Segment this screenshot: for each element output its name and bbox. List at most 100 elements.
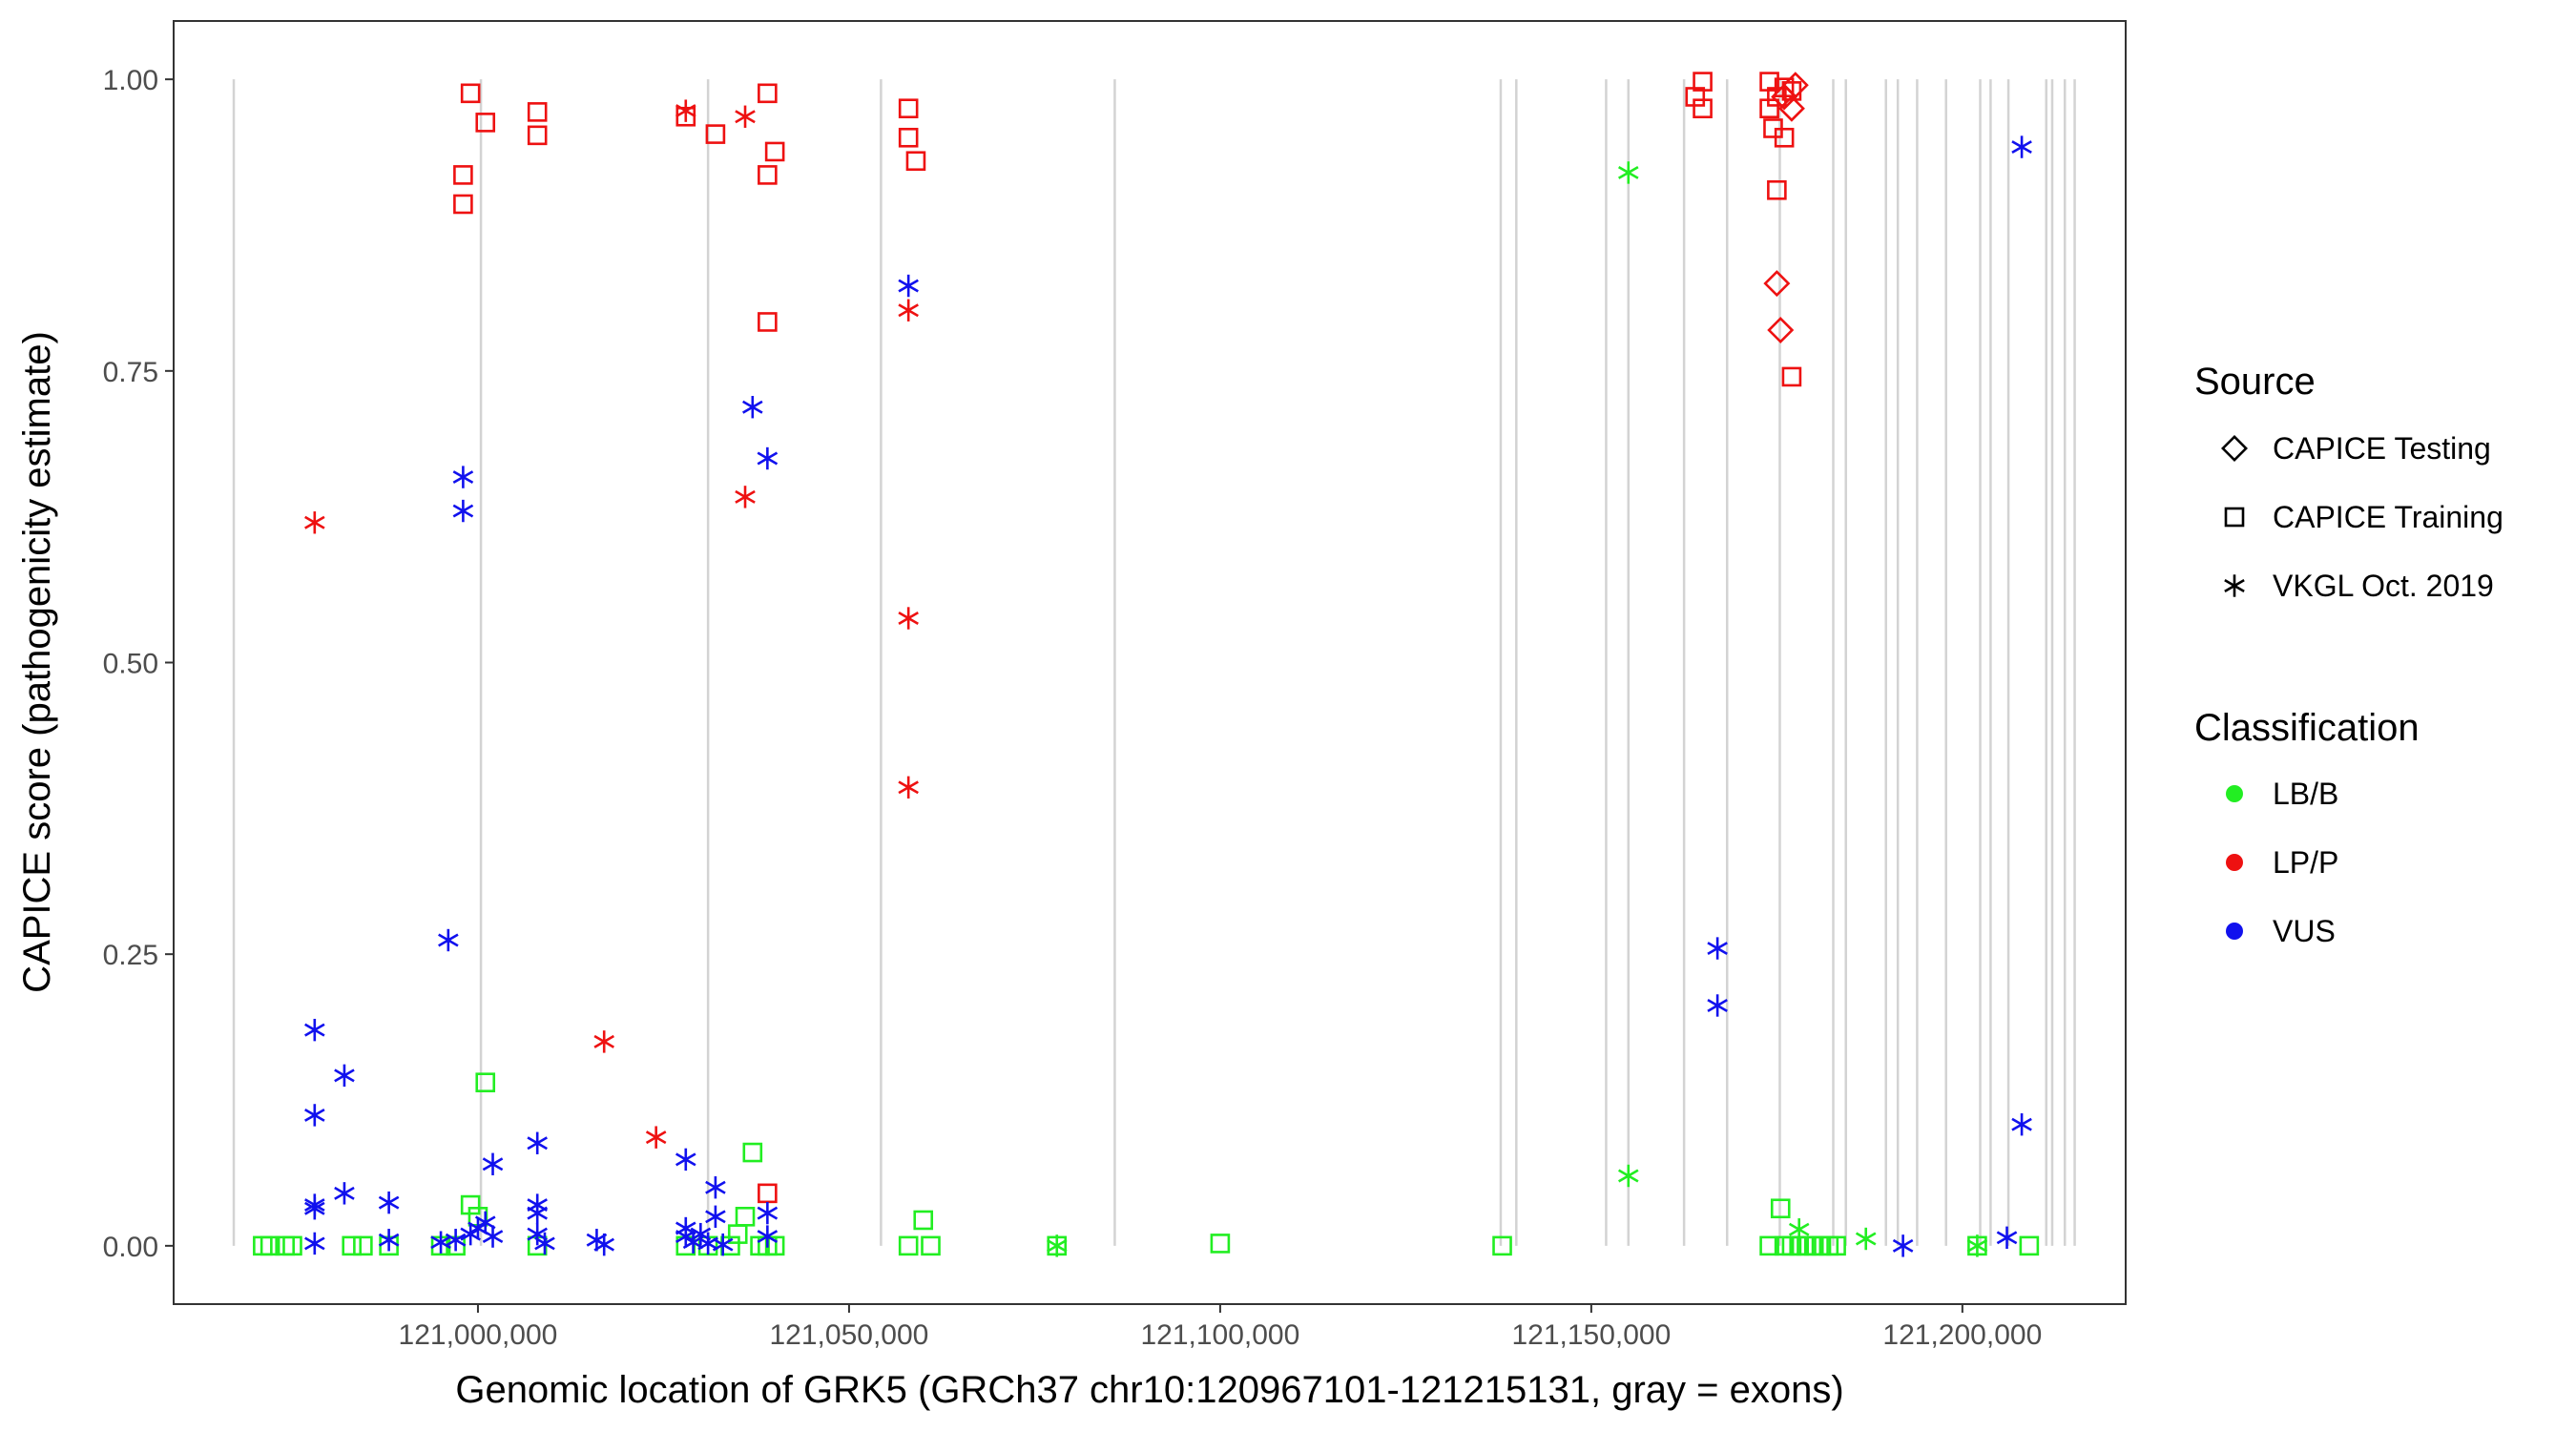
data-point xyxy=(735,1206,756,1227)
legend-class-items: LB/B LP/P VUS xyxy=(2226,777,2338,948)
y-tick-label: 0.75 xyxy=(103,357,158,388)
legend-class-key xyxy=(2226,923,2243,940)
data-point xyxy=(1788,1218,1810,1241)
data-point xyxy=(735,105,756,128)
data-point xyxy=(1210,1234,1231,1254)
data-point xyxy=(675,99,696,122)
data-point xyxy=(1781,366,1802,387)
data-point xyxy=(1777,94,1805,122)
legend-source: Source CAPICE Testing CAPICE Training VKGL… xyxy=(2194,361,2503,603)
data-point xyxy=(898,299,919,321)
data-point xyxy=(1767,317,1795,344)
data-point xyxy=(527,1201,548,1225)
data-point xyxy=(2011,135,2032,158)
data-point xyxy=(475,1072,496,1092)
data-point xyxy=(452,499,474,523)
legend-classification-title: Classification xyxy=(2194,707,2420,749)
data-point xyxy=(757,1201,779,1225)
legend-class-key xyxy=(2226,785,2243,802)
legend-source-label: CAPICE Training xyxy=(2273,500,2503,534)
data-point xyxy=(898,127,919,148)
data-point xyxy=(645,1126,667,1149)
data-point xyxy=(913,1210,934,1231)
data-point xyxy=(712,1233,734,1256)
data-point xyxy=(898,274,919,298)
data-point xyxy=(1855,1227,1877,1251)
legend-source-items: CAPICE Testing CAPICE Training VKGL Oct. 2… xyxy=(2221,431,2503,603)
data-point xyxy=(527,125,548,146)
data-point xyxy=(2011,1113,2032,1136)
x-tick-label: 121,200,000 xyxy=(1882,1319,2042,1351)
data-point xyxy=(1781,72,1809,99)
data-point xyxy=(593,1030,614,1053)
data-point xyxy=(453,194,473,215)
data-point xyxy=(1966,1234,1988,1257)
y-tick-label: 0.25 xyxy=(103,940,158,971)
data-point xyxy=(735,486,756,508)
data-point xyxy=(482,1225,504,1248)
data-point xyxy=(705,1205,726,1228)
data-point xyxy=(742,1142,763,1163)
x-axis-title: Genomic location of GRK5 (GRCh37 chr10:1… xyxy=(455,1369,1843,1411)
data-point xyxy=(898,607,919,630)
data-point xyxy=(282,1235,302,1256)
x-tick-label: 121,050,000 xyxy=(770,1319,929,1351)
legend-source-key xyxy=(2224,507,2245,528)
data-point xyxy=(1996,1226,2018,1250)
data-point xyxy=(1617,161,1639,184)
data-point xyxy=(764,141,785,162)
data-point xyxy=(1707,994,1728,1017)
data-point xyxy=(438,928,459,952)
legend-class-label: LB/B xyxy=(2273,777,2338,811)
legend-class-key xyxy=(2226,854,2243,871)
legend-source-label: VKGL Oct. 2019 xyxy=(2273,569,2494,603)
data-point xyxy=(1492,1235,1512,1256)
data-point xyxy=(2019,1235,2040,1256)
data-point xyxy=(353,1235,373,1256)
legend-source-label: CAPICE Testing xyxy=(2273,431,2491,466)
data-point xyxy=(898,1235,919,1256)
data-point xyxy=(453,165,473,185)
data-point xyxy=(378,1191,400,1214)
data-point xyxy=(758,1183,778,1204)
data-point xyxy=(260,1235,280,1256)
data-point xyxy=(304,1197,325,1220)
data-point xyxy=(898,98,919,119)
data-point xyxy=(342,1235,363,1256)
data-point xyxy=(475,113,496,133)
data-point xyxy=(1826,1235,1846,1256)
data-point xyxy=(304,1232,325,1255)
y-tick-label: 0.50 xyxy=(103,649,158,680)
data-point xyxy=(705,1176,726,1199)
legend-source-key xyxy=(2221,435,2248,462)
data-point xyxy=(334,1182,355,1205)
data-point xyxy=(304,1104,325,1127)
data-point xyxy=(527,102,548,122)
data-point xyxy=(593,1233,614,1256)
legend-source-title: Source xyxy=(2194,361,2316,403)
data-point xyxy=(921,1235,941,1256)
data-point xyxy=(1759,1235,1779,1256)
data-point xyxy=(452,466,474,488)
data-point xyxy=(334,1064,355,1088)
x-axis-ticks: 121,000,000 121,050,000 121,100,000 121,150… xyxy=(399,1304,2042,1351)
data-point xyxy=(1759,98,1779,119)
data-point xyxy=(1693,72,1713,92)
data-point xyxy=(705,124,726,144)
x-tick-label: 121,100,000 xyxy=(1140,1319,1299,1351)
x-tick-label: 121,150,000 xyxy=(1511,1319,1671,1351)
data-point xyxy=(675,1148,696,1172)
data-points xyxy=(253,72,2040,1257)
data-point xyxy=(1617,1164,1639,1188)
y-axis-ticks: 0.00 0.25 0.50 0.75 1.00 xyxy=(103,65,174,1263)
legend-class-label: VUS xyxy=(2273,914,2336,948)
data-point xyxy=(1763,270,1791,298)
data-point xyxy=(1770,1198,1791,1219)
data-point xyxy=(445,1229,467,1252)
y-tick-label: 1.00 xyxy=(103,65,158,96)
y-tick-label: 0.00 xyxy=(103,1232,158,1263)
data-point xyxy=(378,1229,400,1252)
data-point xyxy=(1693,98,1713,119)
